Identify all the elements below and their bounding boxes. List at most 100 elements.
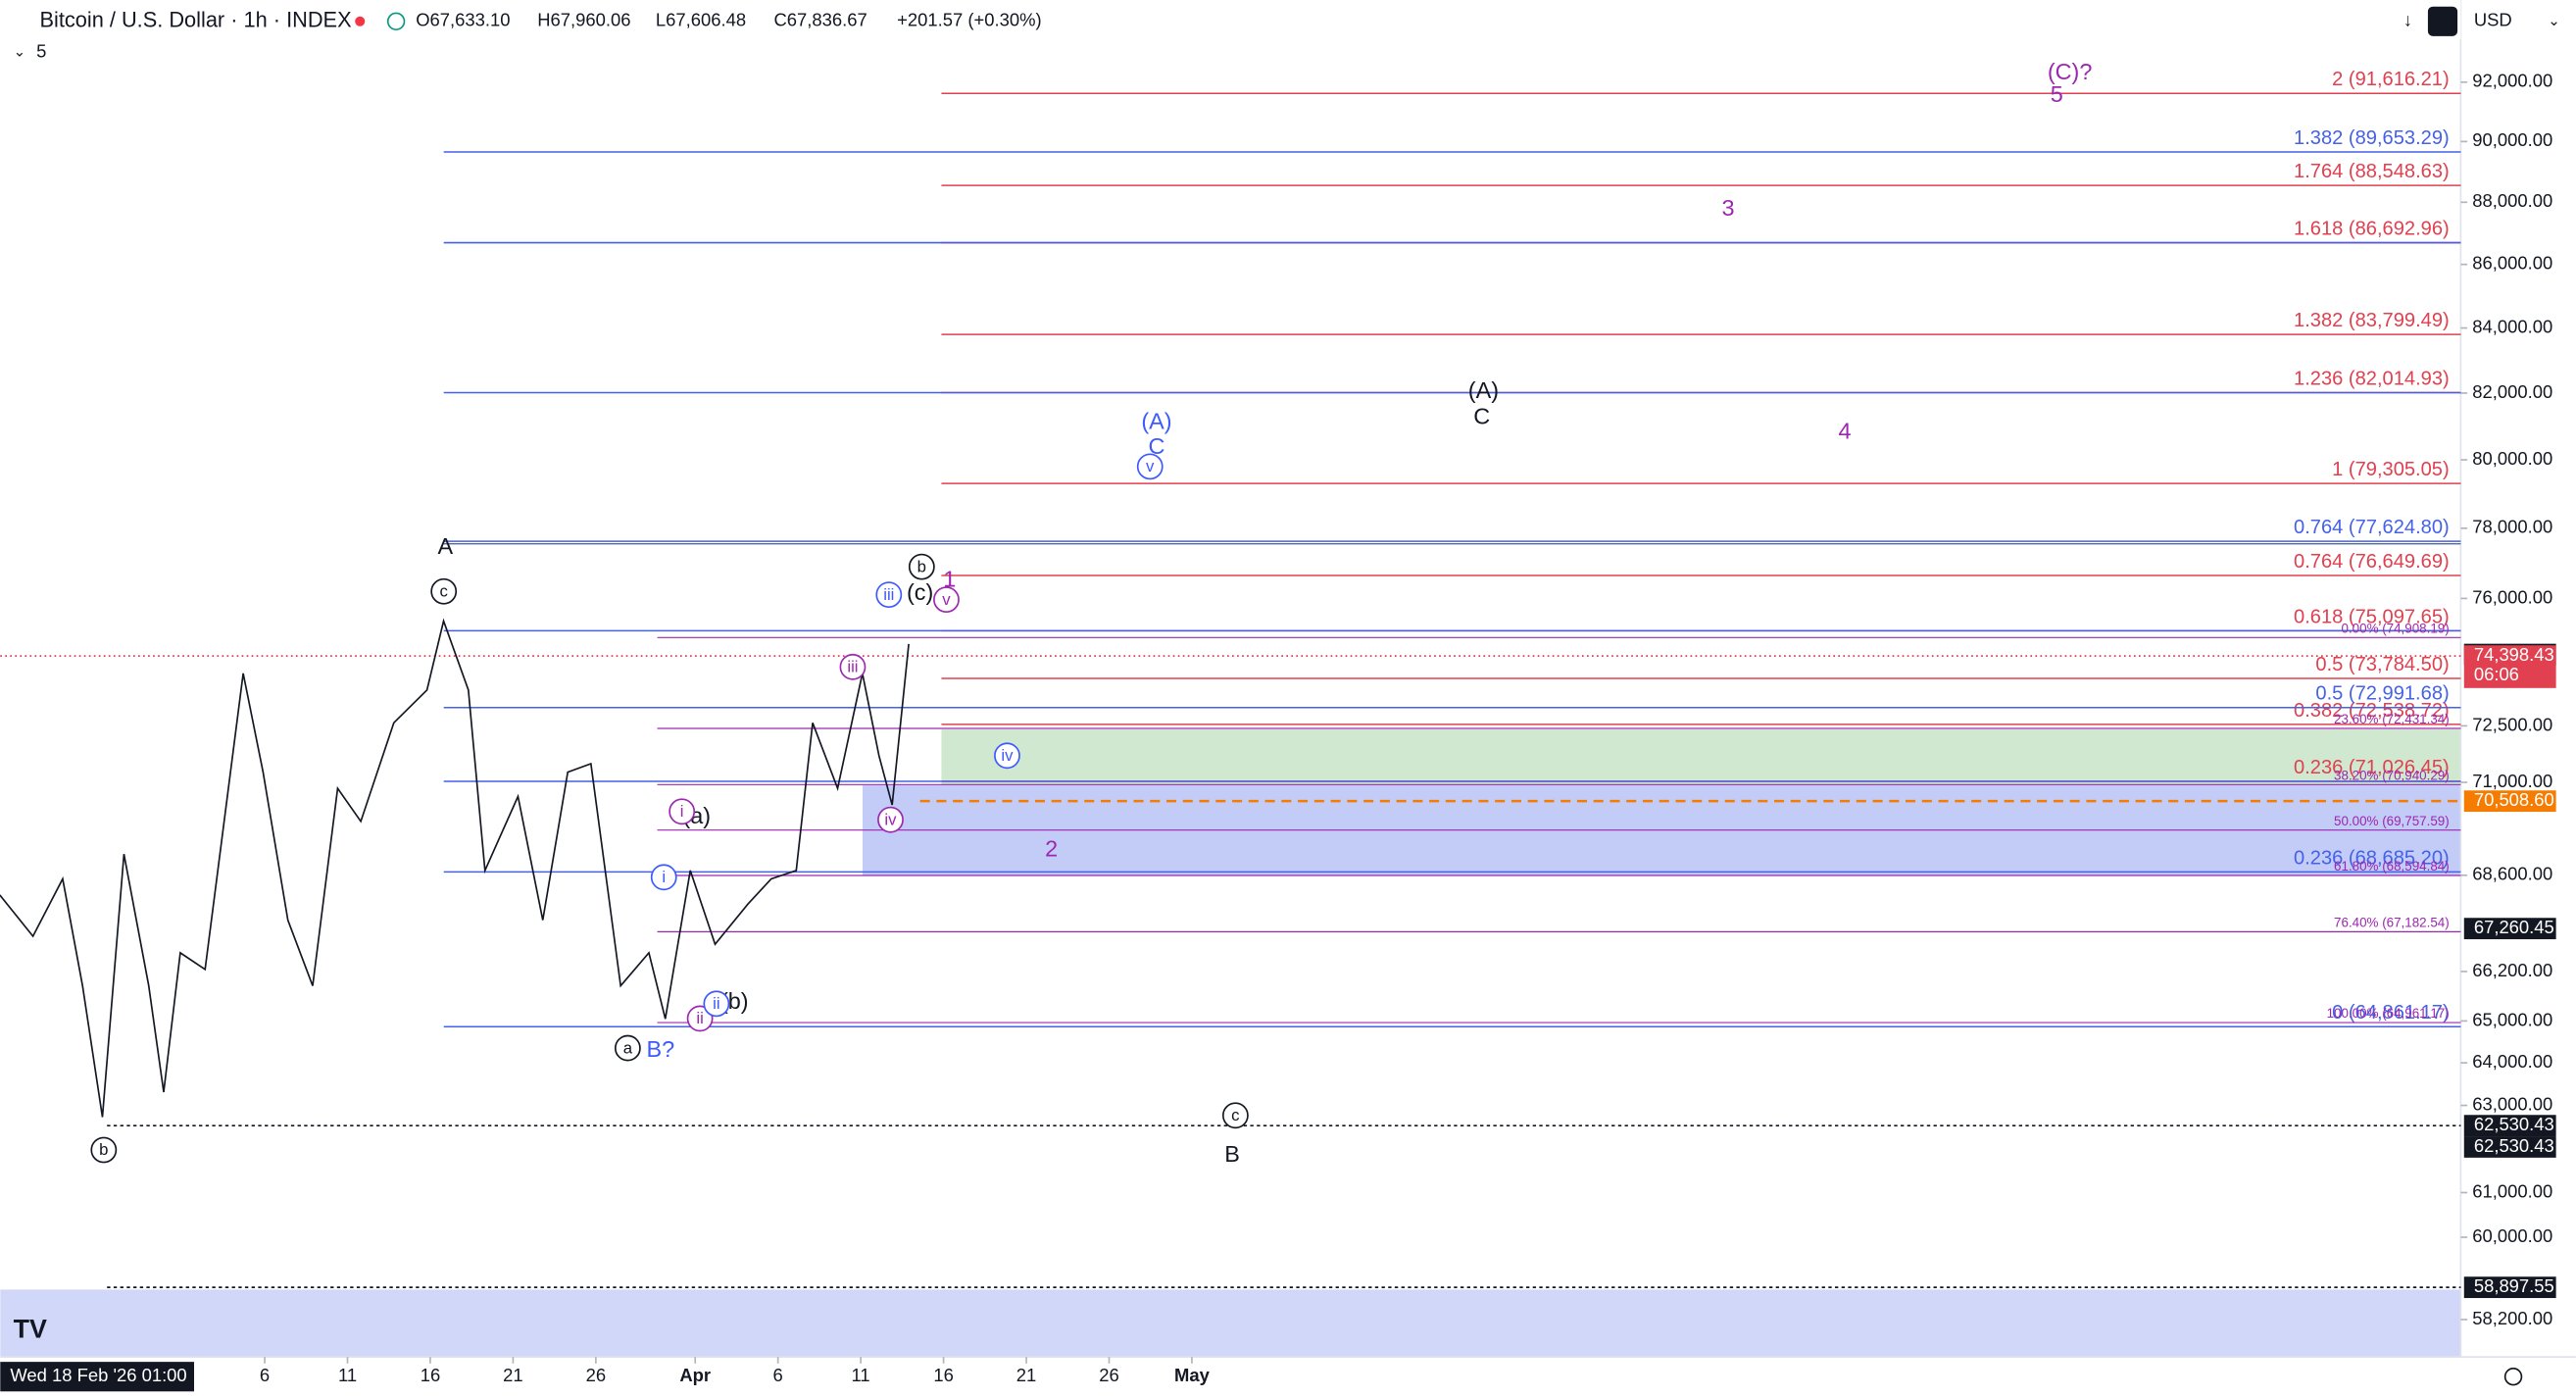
- wave-label: v: [942, 590, 951, 609]
- price-tag: [2463, 645, 2556, 688]
- x-tick-label: 16: [421, 1365, 441, 1385]
- wave-label: b: [917, 557, 926, 575]
- wave-label: 4: [1839, 419, 1852, 444]
- wave-label: iii: [883, 585, 894, 604]
- wave-label: B?: [647, 1036, 675, 1062]
- y-tick-label: 61,000.00: [2472, 1180, 2552, 1201]
- price-tag-label: 62,530.43: [2474, 1135, 2554, 1156]
- fib-label: 1.236 (82,014.93): [2294, 368, 2450, 389]
- x-tick-label: 16: [933, 1365, 954, 1385]
- x-tick-label: 21: [1016, 1365, 1037, 1385]
- fib-label: 1.382 (83,799.49): [2294, 310, 2450, 331]
- x-tick-label: 26: [586, 1365, 607, 1385]
- fib-levels: 2 (91,616.21) 1.764 (88,548.63) 1.618 (86,…: [0, 69, 2461, 1288]
- axes: 92,000.00 90,000.00 88,000.00 86,000.00 84,0…: [260, 71, 2552, 1385]
- price-tag: [2463, 918, 2556, 940]
- wave-label: A: [438, 533, 454, 559]
- y-tick-label: 82,000.00: [2472, 381, 2552, 402]
- x-tick-label: 6: [773, 1365, 783, 1385]
- x-tick-label: 21: [503, 1365, 523, 1385]
- wave-circle: [1136, 453, 1164, 480]
- screenshot-button[interactable]: [2427, 6, 2458, 36]
- collapse-arrow[interactable]: ⌄: [14, 44, 26, 61]
- y-tick-label: 58,200.00: [2472, 1308, 2552, 1328]
- wave-circle: [933, 586, 960, 614]
- wave-circle: [994, 742, 1020, 770]
- wave-label: (A): [1468, 377, 1499, 403]
- time-cursor-bg: [0, 1362, 195, 1392]
- wave-label: iv: [1001, 746, 1014, 765]
- wave-circle: [875, 581, 903, 608]
- fib-label: 1 (79,305.05): [2332, 459, 2450, 480]
- ohlc-value: H67,960.06: [537, 10, 630, 30]
- fib-label: 0 (64,861.17): [2332, 1002, 2450, 1024]
- price-tag: [2463, 1115, 2556, 1137]
- symbol-title[interactable]: Bitcoin / U.S. Dollar · 1h · INDEX: [39, 8, 352, 32]
- fib-label: 1.382 (89,653.29): [2294, 127, 2450, 149]
- wave-label: i: [662, 868, 666, 886]
- price-tag-label: 70,508.60: [2474, 789, 2554, 810]
- fib-label: 0.5 (73,784.50): [2315, 654, 2449, 675]
- y-tick-label: 88,000.00: [2472, 190, 2552, 211]
- y-tick-label: 80,000.00: [2472, 448, 2552, 469]
- ohlc: O67,633.10 H67,960.06 L67,606.48 C67,836.67…: [416, 10, 1041, 30]
- price-tag-label: 74,398.43: [2474, 644, 2554, 665]
- target-zone: [941, 729, 2461, 785]
- wave-label: (c): [907, 579, 933, 605]
- y-tick-label: 71,000.00: [2472, 771, 2552, 791]
- price-series: [0, 618, 910, 1118]
- currency-arrow[interactable]: ⌄: [2548, 13, 2560, 29]
- settings-button[interactable]: [2503, 1368, 2523, 1386]
- fib-label: 0.236 (71,026.45): [2294, 757, 2450, 778]
- wave-circle: [908, 553, 935, 580]
- dropdown-arrow[interactable]: ↓: [2403, 10, 2412, 30]
- wave-circle: [839, 653, 867, 680]
- currency[interactable]: USD: [2474, 10, 2512, 30]
- wave-label: 5: [2051, 81, 2063, 107]
- wave-circle: [669, 798, 696, 825]
- wave-label: B: [1224, 1141, 1240, 1167]
- wave-label: (C)?: [2048, 59, 2093, 84]
- fib-label: 50.00% (69,757.59): [2334, 814, 2450, 828]
- fib-label: 1.764 (88,548.63): [2294, 161, 2450, 182]
- wave-label: C: [1473, 404, 1490, 429]
- wave-circle: [686, 1005, 714, 1032]
- y-tick-label: 72,500.00: [2472, 714, 2552, 734]
- y-tick-label: 92,000.00: [2472, 71, 2552, 91]
- y-tick-label: 60,000.00: [2472, 1225, 2552, 1246]
- fib-label: 0.764 (76,649.69): [2294, 551, 2450, 573]
- price-tag-label: 67,260.45: [2474, 917, 2554, 937]
- x-tick-label: May: [1174, 1365, 1211, 1385]
- wave-label: i: [680, 802, 684, 821]
- y-tick-label: 66,200.00: [2472, 960, 2552, 980]
- fib-label: 38.20% (70,940.29): [2334, 769, 2450, 783]
- fib-label: 61.80% (68,594.84): [2334, 859, 2450, 874]
- ohlc-value: L67,606.48: [656, 10, 746, 30]
- y-tick-label: 86,000.00: [2472, 253, 2552, 274]
- fib-label: 2 (91,616.21): [2332, 69, 2450, 90]
- ohlc-value: +201.57 (+0.30%): [897, 10, 1041, 30]
- wave-label: c: [1231, 1106, 1239, 1124]
- logo[interactable]: TV: [14, 1314, 47, 1343]
- indicator-value[interactable]: 5: [36, 40, 46, 61]
- wave-label: ii: [696, 1009, 703, 1027]
- wave-label: C: [1148, 433, 1164, 459]
- y-tick-label: 64,000.00: [2472, 1051, 2552, 1072]
- countdown: 06:06: [2474, 664, 2519, 684]
- fib-label: 0.5 (72,991.68): [2315, 683, 2449, 705]
- x-tick-label: 6: [260, 1365, 270, 1385]
- y-tick-label: 68,600.00: [2472, 864, 2552, 884]
- x-tick-label: Apr: [679, 1365, 711, 1385]
- y-tick-label: 84,000.00: [2472, 316, 2552, 336]
- wave-label: 3: [1722, 195, 1735, 221]
- wave-circle: [703, 990, 730, 1018]
- wave-label: c: [440, 582, 448, 601]
- status-ring: [386, 12, 406, 30]
- status-dot: [355, 16, 366, 26]
- fib-label: 0.764 (77,624.80): [2294, 517, 2450, 538]
- wave-label: iii: [847, 658, 858, 676]
- fib-label: 0.382 (72,538.72): [2294, 700, 2450, 722]
- y-tick-label: 76,000.00: [2472, 586, 2552, 607]
